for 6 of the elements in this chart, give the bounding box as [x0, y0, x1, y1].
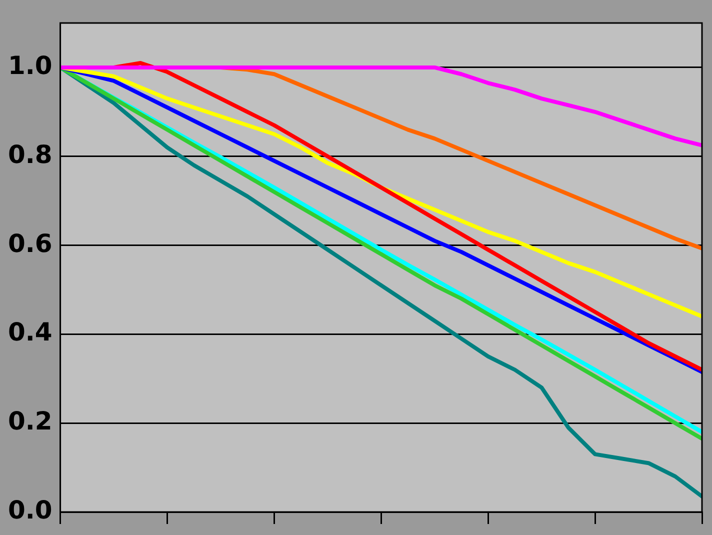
y-tick-label: 0.0: [8, 496, 52, 524]
y-tick-label: 1.0: [8, 50, 52, 80]
y-tick-label: 0.2: [8, 406, 52, 436]
y-tick-label: 0.6: [8, 228, 52, 258]
y-tick-label: 0.8: [8, 140, 52, 169]
y-tick-label: 0.4: [8, 318, 52, 347]
